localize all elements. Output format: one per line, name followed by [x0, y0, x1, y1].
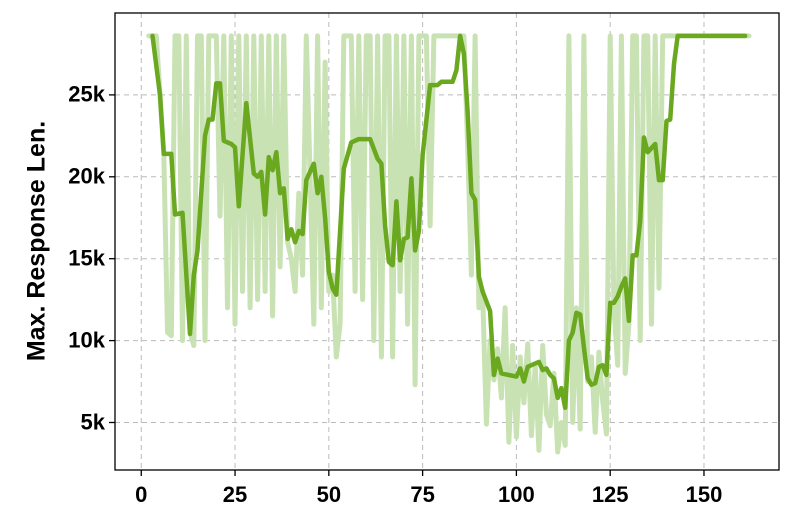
x-tick-label: 100 [498, 482, 535, 507]
x-tick-label: 0 [135, 482, 147, 507]
x-tick-label: 25 [223, 482, 247, 507]
y-tick-label: 10k [68, 327, 105, 352]
y-tick-label: 15k [68, 246, 105, 271]
x-tick-label: 75 [410, 482, 434, 507]
y-axis-label: Max. Response Len. [23, 121, 51, 361]
y-tick-label: 20k [68, 164, 105, 189]
series-line [150, 33, 748, 411]
y-tick-label: 25k [68, 82, 105, 107]
y-tick-label: 5k [81, 409, 106, 434]
x-tick-label: 150 [686, 482, 723, 507]
lines [146, 33, 752, 455]
plot-frame [114, 12, 780, 471]
series-line [146, 33, 752, 455]
x-tick-label: 125 [592, 482, 629, 507]
x-tick-label: 50 [317, 482, 341, 507]
